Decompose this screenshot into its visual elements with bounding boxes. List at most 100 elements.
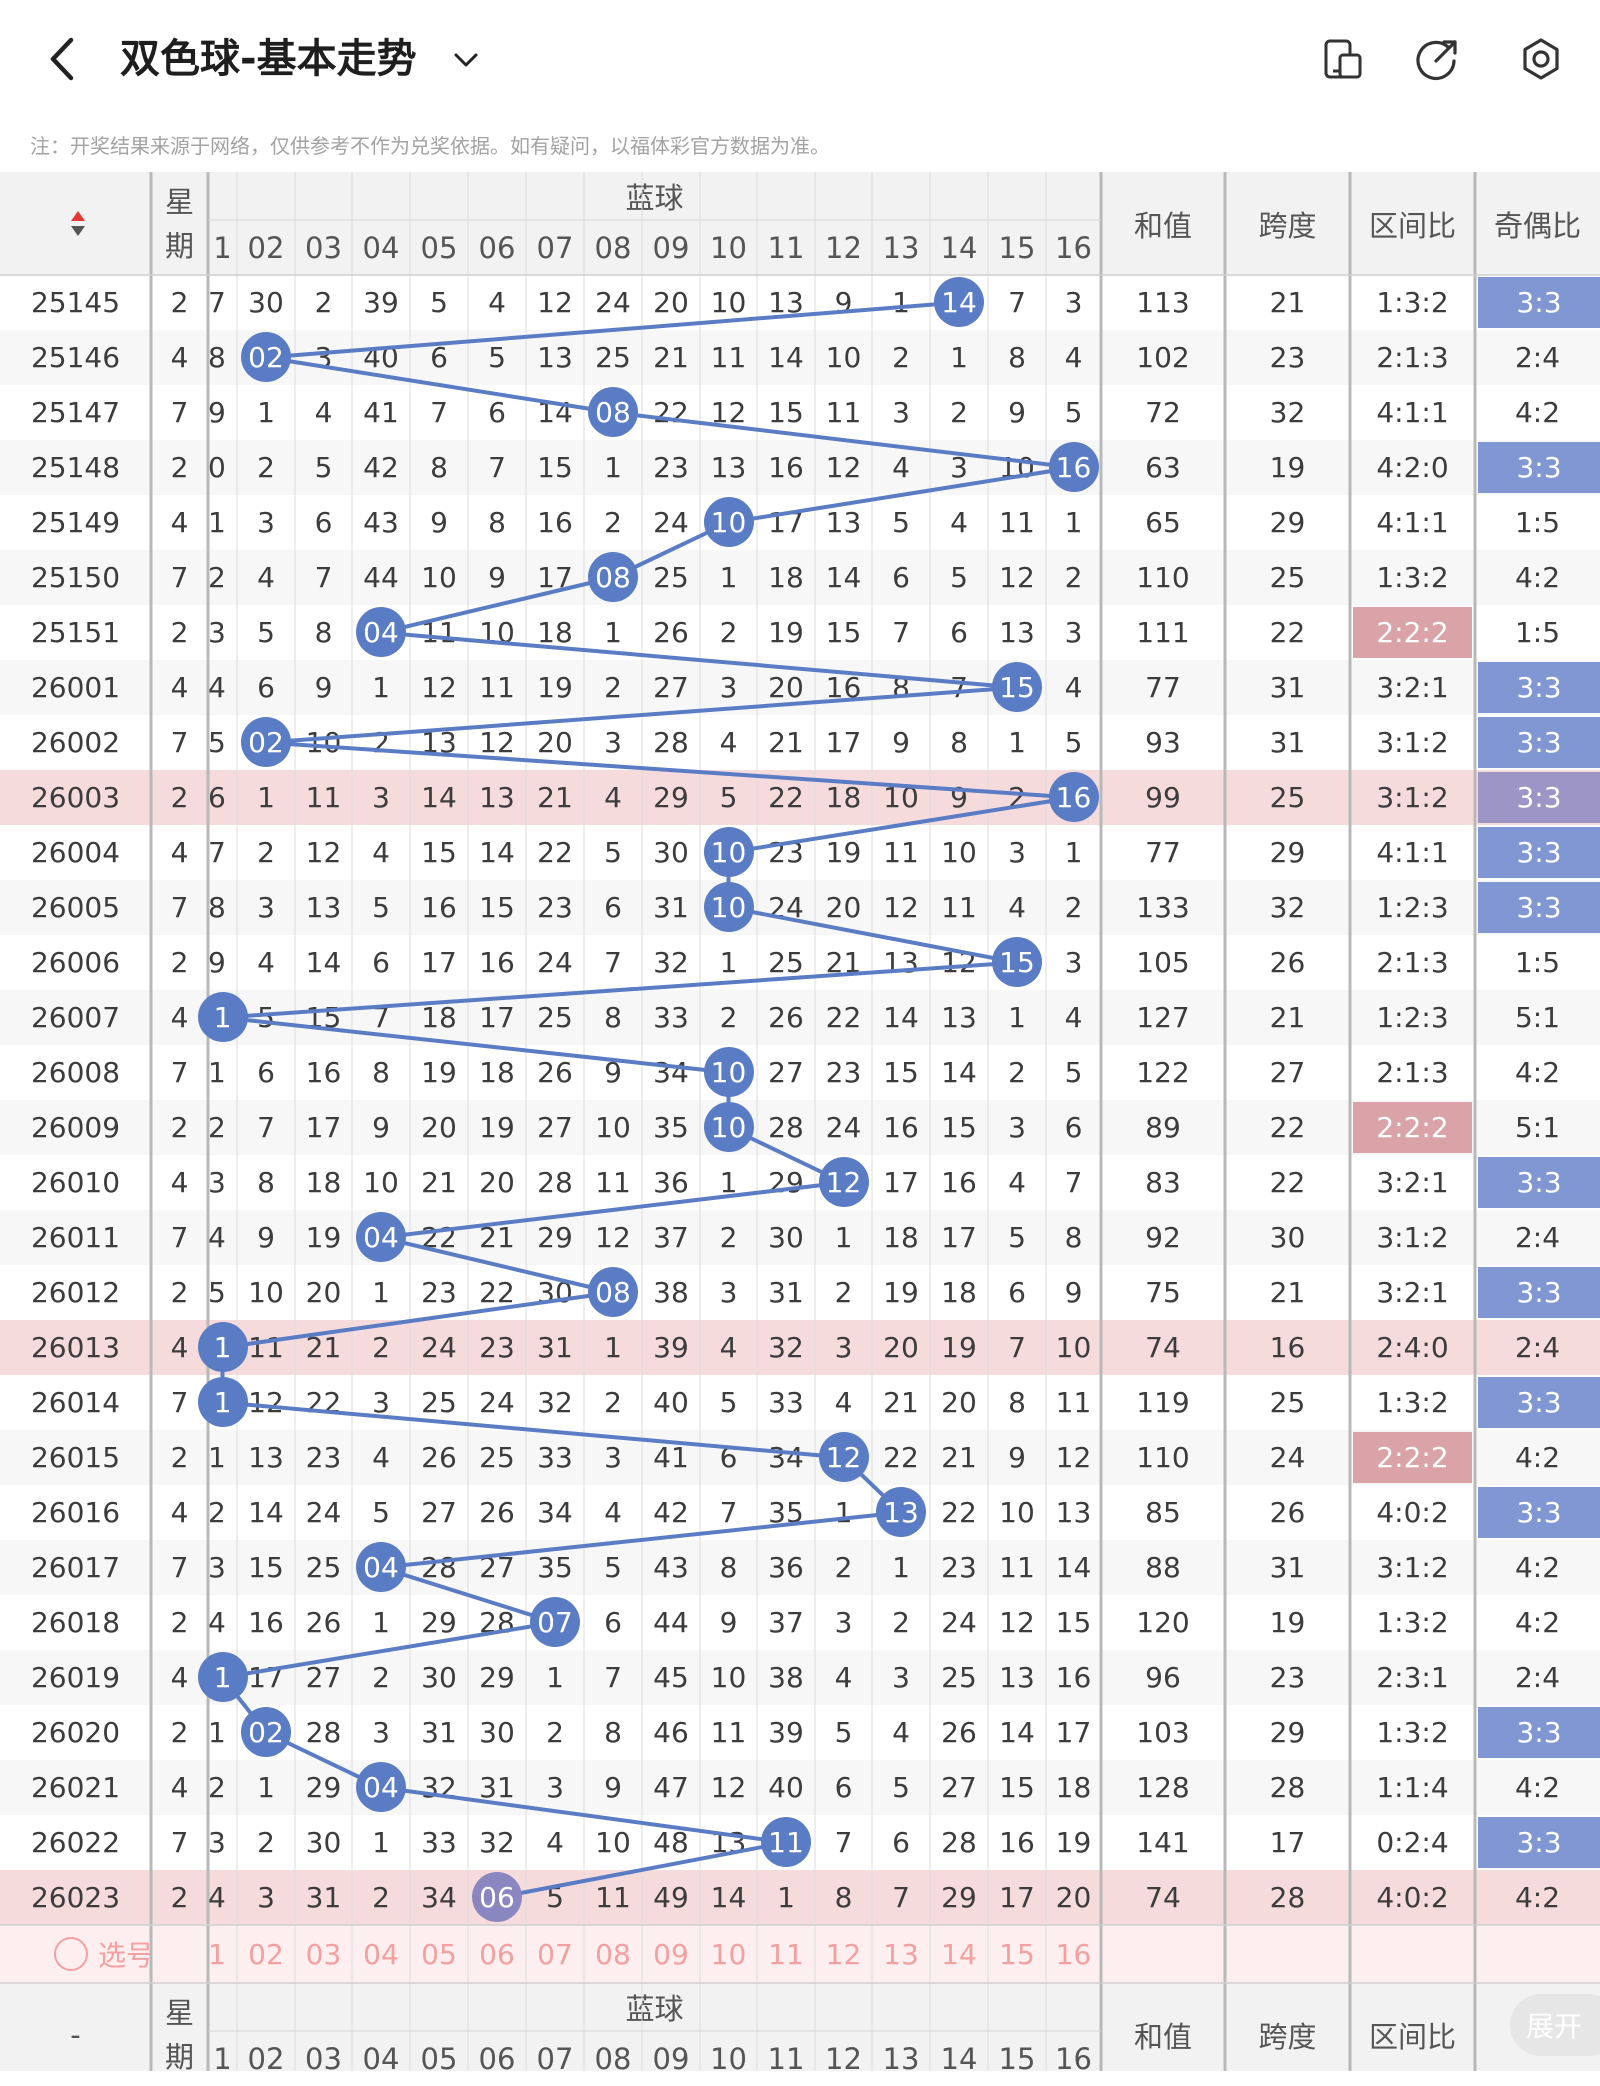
- page-title[interactable]: 双色球-基本走势: [120, 36, 417, 82]
- chevron-left-icon: [50, 37, 74, 81]
- blue-trend-cell: 30: [768, 1221, 804, 1254]
- blue-ball-hit: 04: [356, 607, 406, 657]
- select-blue-number[interactable]: 12: [825, 1937, 862, 1971]
- select-blue-number[interactable]: 1: [208, 1937, 226, 1971]
- odd-even-cell: 3:3: [1478, 1267, 1600, 1318]
- blue-trend-cell: 13: [305, 891, 342, 924]
- blue-ball-hit: 04: [356, 1212, 406, 1262]
- blue-trend-cell: 41: [653, 1441, 689, 1474]
- blue-trend-cell: 24: [595, 286, 631, 319]
- select-blue-number[interactable]: 03: [305, 1937, 342, 1971]
- blue-trend-cell: 26: [941, 1716, 977, 1749]
- footer-blue-number-header: 08: [594, 2041, 632, 2076]
- select-blue-number[interactable]: 13: [883, 1937, 919, 1971]
- blue-trend-cell: 13: [883, 946, 919, 979]
- blue-trend-cell: 20: [537, 726, 573, 759]
- sum-cell: 88: [1145, 1551, 1181, 1584]
- blue-trend-cell: 33: [421, 1826, 457, 1859]
- blue-trend-cell: 22: [825, 1001, 862, 1034]
- select-blue-number[interactable]: 06: [479, 1937, 515, 1971]
- blue-trend-cell: 5: [1064, 1056, 1083, 1089]
- blue-trend-cell: 37: [653, 1221, 689, 1254]
- blue-trend-cell: 12: [883, 891, 919, 924]
- blue-trend-cell: 6: [719, 1441, 738, 1474]
- sum-cell: 99: [1145, 781, 1181, 814]
- span-cell: 16: [1269, 1331, 1306, 1364]
- blue-trend-cell: 18: [479, 1056, 515, 1089]
- blue-trend-cell: 5: [1064, 726, 1083, 759]
- select-blue-number[interactable]: 02: [248, 1937, 284, 1971]
- top-bar: 双色球-基本走势: [0, 0, 1600, 118]
- blue-trend-cell: 23: [479, 1331, 515, 1364]
- back-button[interactable]: [30, 30, 94, 88]
- blue-trend-cell: 15: [537, 451, 573, 484]
- period-cell: 26002: [30, 726, 121, 759]
- select-blue-number[interactable]: 04: [363, 1937, 399, 1971]
- blue-trend-cell: 20: [768, 671, 804, 704]
- odd-even-cell: 3:3: [1478, 442, 1600, 493]
- period-cell: 26011: [30, 1221, 121, 1254]
- blue-trend-cell: 9: [314, 671, 333, 704]
- blue-trend-cell: 6: [604, 891, 622, 924]
- title-dropdown-toggle[interactable]: [446, 40, 486, 80]
- sum-cell: 102: [1136, 341, 1190, 374]
- blue-trend-cell: 15: [999, 1771, 1035, 1804]
- blue-trend-cell: 8: [604, 1001, 622, 1034]
- select-blue-number[interactable]: 07: [537, 1937, 573, 1971]
- blue-trend-cell: 7: [208, 836, 226, 869]
- blue-trend-cell: 24: [537, 946, 573, 979]
- blue-trend-cell: 23: [653, 451, 689, 484]
- odd-even-cell: 3:3: [1478, 1377, 1600, 1428]
- select-number-button[interactable]: 选号: [0, 1925, 208, 1983]
- device-switch-button[interactable]: [1318, 34, 1368, 84]
- blue-trend-cell: 27: [653, 671, 689, 704]
- blue-trend-cell: 3: [1008, 1111, 1026, 1144]
- blue-trend-cell: 9: [208, 396, 226, 429]
- sum-cell: 119: [1136, 1386, 1190, 1419]
- select-blue-number[interactable]: 16: [1055, 1937, 1092, 1971]
- sum-cell: 72: [1145, 396, 1181, 429]
- blue-trend-cell: 31: [537, 1331, 573, 1364]
- blue-trend-cell: 4: [372, 1441, 390, 1474]
- week-cell: 2: [170, 1881, 189, 1914]
- period-cell: 26005: [30, 891, 121, 924]
- select-blue-number[interactable]: 14: [941, 1937, 977, 1971]
- blue-ball-hit: 10: [703, 1047, 754, 1097]
- blue-trend-cell: 1: [604, 1331, 622, 1364]
- expand-button[interactable]: 展开: [1510, 1994, 1600, 2056]
- blue-trend-cell: 11: [941, 891, 977, 924]
- blue-trend-cell: 2: [719, 1221, 738, 1254]
- blue-number-header: 05: [420, 230, 458, 265]
- period-cell: 26018: [30, 1606, 121, 1639]
- blue-trend-cell: 15: [421, 836, 457, 869]
- select-blue-number[interactable]: 08: [595, 1937, 631, 1971]
- share-button[interactable]: [1413, 34, 1463, 84]
- select-blue-number[interactable]: 11: [768, 1937, 804, 1971]
- blue-trend-cell: 21: [479, 1221, 515, 1254]
- sum-cell: 63: [1145, 451, 1181, 484]
- sum-cell: 113: [1136, 286, 1190, 319]
- footer-period-header[interactable]: -: [70, 2017, 81, 2052]
- period-header[interactable]: [0, 172, 151, 275]
- select-blue-number[interactable]: 15: [999, 1937, 1035, 1971]
- select-blue-number[interactable]: 05: [421, 1937, 457, 1971]
- settings-button[interactable]: [1516, 34, 1566, 84]
- span-cell: 17: [1269, 1826, 1306, 1859]
- footer-blue-number-header: 15: [998, 2041, 1036, 2076]
- blue-trend-cell: 19: [825, 836, 862, 869]
- week-cell: 2: [170, 1716, 189, 1749]
- blue-trend-cell: 26: [421, 1441, 457, 1474]
- blue-trend-cell: 18: [883, 1221, 919, 1254]
- blue-trend-cell: 7: [719, 1496, 738, 1529]
- blue-ball-hit: 02: [241, 717, 291, 767]
- period-cell: 26001: [30, 671, 121, 704]
- blue-trend-cell: 32: [421, 1771, 457, 1804]
- odd-even-cell: 3:3: [1478, 1157, 1600, 1208]
- blue-trend-cell: 25: [768, 946, 804, 979]
- blue-trend-cell: 1: [372, 671, 390, 704]
- blue-trend-cell: 28: [305, 1716, 342, 1749]
- select-blue-number[interactable]: 09: [653, 1937, 689, 1971]
- period-cell: 25148: [30, 451, 121, 484]
- select-blue-number[interactable]: 10: [710, 1937, 747, 1971]
- blue-trend-cell: 8: [834, 1881, 853, 1914]
